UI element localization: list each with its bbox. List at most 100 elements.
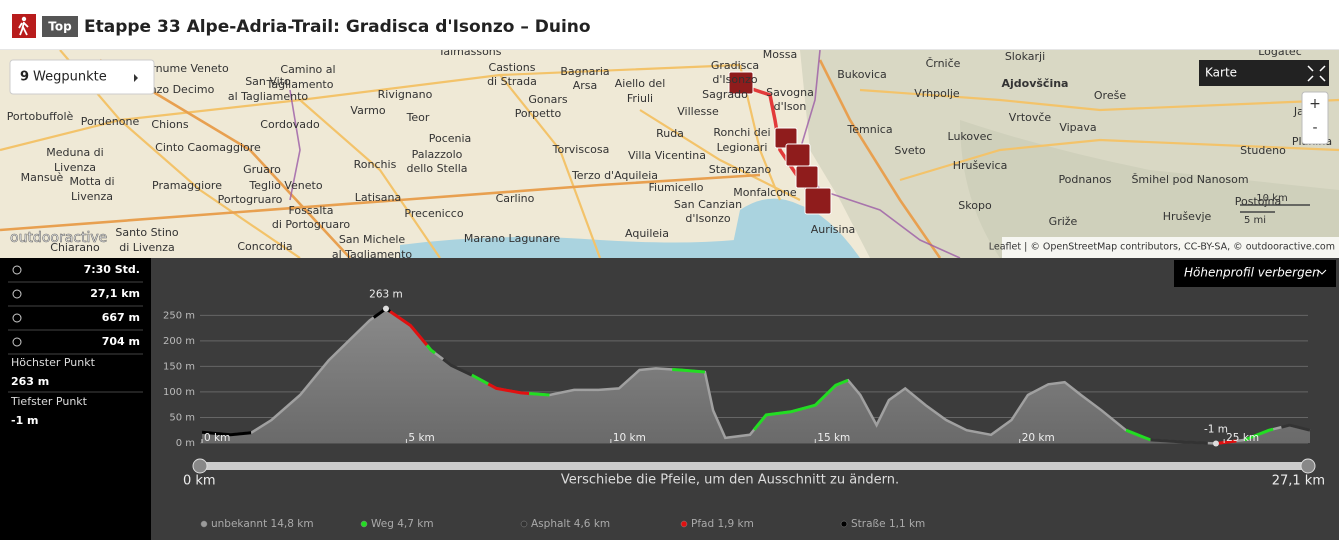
surface-segment [1215, 439, 1237, 445]
place-label: Portobuffolè [7, 110, 74, 123]
place-label: Sveto [894, 144, 926, 157]
legend-label: Pfad 1,9 km [691, 518, 754, 530]
place-label: dello Stella [406, 162, 467, 175]
place-label: Rivignano [378, 88, 433, 101]
place-label: Marano Lagunare [464, 232, 561, 245]
y-tick-label: 50 m [169, 412, 195, 423]
place-label: Monfalcone [733, 186, 797, 199]
surface-segment [672, 368, 706, 374]
place-label: d'Isonzo [712, 73, 757, 86]
place-label: Bukovica [837, 68, 887, 81]
surface-segment [1281, 423, 1311, 432]
place-label: Cinto Caomaggiore [155, 141, 261, 154]
legend-dot [680, 520, 688, 528]
place-label: Hruševica [953, 159, 1008, 172]
place-label: Studeno [1240, 144, 1286, 157]
place-label: Ronchis [354, 158, 397, 171]
attribution: Leaflet | © OpenStreetMap contributors, … [989, 242, 1335, 253]
place-label: Chiarano [50, 241, 100, 254]
x-tick-label: 25 km [1226, 432, 1259, 444]
legend-label: Weg 4,7 km [371, 518, 434, 530]
place-label: di Livenza [119, 241, 174, 254]
place-label: Slokarji [1005, 50, 1045, 63]
zoom-out[interactable]: - [1312, 120, 1317, 136]
place-label: Castions [489, 61, 536, 74]
place-label: Cordovado [260, 118, 320, 131]
x-tick-label: 15 km [817, 432, 850, 444]
place-label: Griže [1049, 215, 1078, 228]
chevron [1317, 269, 1327, 275]
stat-value: 7:30 Std. [84, 263, 140, 276]
place-label: Terzo d'Aquileia [571, 169, 658, 182]
y-tick-label: 150 m [163, 361, 195, 372]
place-label: Gruaro [243, 163, 281, 176]
legend-label: Asphalt 4,6 km [531, 518, 610, 530]
surface-segment [201, 430, 252, 437]
layer-button[interactable] [1199, 60, 1329, 86]
place-label: Teglio Veneto [248, 179, 322, 192]
place-label: Skopo [958, 199, 992, 212]
stat-icon [12, 337, 22, 347]
sidebar [0, 258, 151, 540]
x-tick-label: 10 km [613, 432, 646, 444]
surface-segment [1150, 438, 1208, 445]
place-label: d'Isonzo [685, 212, 730, 225]
place-label: Mansuè [21, 171, 64, 184]
place-label: Ajdovščina [1002, 77, 1069, 90]
x-tick-label: 20 km [1022, 432, 1055, 444]
place-label: Chions [151, 118, 188, 131]
place-label: Villa Vicentina [628, 149, 706, 162]
place-label: Ronchi dei [713, 126, 770, 139]
place-label: Latisana [355, 191, 401, 204]
slider-end: 27,1 km [1272, 474, 1325, 489]
place-label: Savogna [766, 86, 814, 99]
place-label: Villesse [677, 105, 719, 118]
surface-segment [442, 358, 473, 377]
legend-dot [200, 520, 208, 528]
annotation-label: -1 m [1204, 424, 1228, 436]
lowest-value: -1 m [11, 414, 39, 427]
waypoints-label: Wegpunkte [33, 70, 107, 85]
place-label: Vipava [1059, 121, 1096, 134]
toggle-button[interactable] [1174, 260, 1336, 287]
place-label: Šmihel pod Nanosom [1131, 173, 1248, 186]
stat-value: 27,1 km [90, 287, 140, 300]
place-label: Teor [406, 111, 430, 124]
zoom-in[interactable]: + [1309, 96, 1321, 112]
waypoints-button[interactable] [9, 59, 155, 95]
place-label: Tagliamento [266, 78, 334, 91]
place-label: Aurisina [811, 223, 856, 236]
surface-segment [528, 392, 550, 397]
scale-km: 10 km [1256, 193, 1287, 204]
place-label: Gradisca [711, 59, 759, 72]
place-label: Portogruaro [218, 193, 283, 206]
place-label: nzo Decimo [150, 83, 215, 96]
profile-area [202, 308, 1310, 444]
scale-mi: 5 mi [1244, 215, 1266, 226]
highest-value: 263 m [11, 375, 49, 388]
place-label: Santo Stino [115, 226, 179, 239]
stat-value: 667 m [102, 311, 140, 324]
slider-handle[interactable] [1300, 458, 1316, 474]
legend-label: unbekannt 14,8 km [211, 518, 314, 530]
waypoints-count: 9 [20, 70, 29, 85]
place-label: Precenicco [404, 207, 463, 220]
toggle-label: Höhenprofil verbergen [1184, 266, 1320, 280]
place-label: Livenza [71, 190, 113, 203]
slider-handle[interactable] [192, 458, 208, 474]
place-label: Oreše [1094, 89, 1126, 102]
place-label: al Tagliamento [228, 90, 309, 103]
zoom-control [1301, 91, 1329, 145]
legend-dot [520, 520, 528, 528]
place-label: al Tagliamento [332, 248, 413, 261]
place-label: Mossa [763, 48, 797, 61]
place-label: San Michele [339, 233, 406, 246]
y-tick-label: 0 m [176, 438, 195, 449]
place-label: Logatec [1258, 45, 1302, 58]
place-label: d'Ison [774, 100, 807, 113]
annotation-dot [1212, 440, 1219, 447]
place-label: Podnanos [1058, 173, 1111, 186]
slider-track [200, 462, 1308, 470]
